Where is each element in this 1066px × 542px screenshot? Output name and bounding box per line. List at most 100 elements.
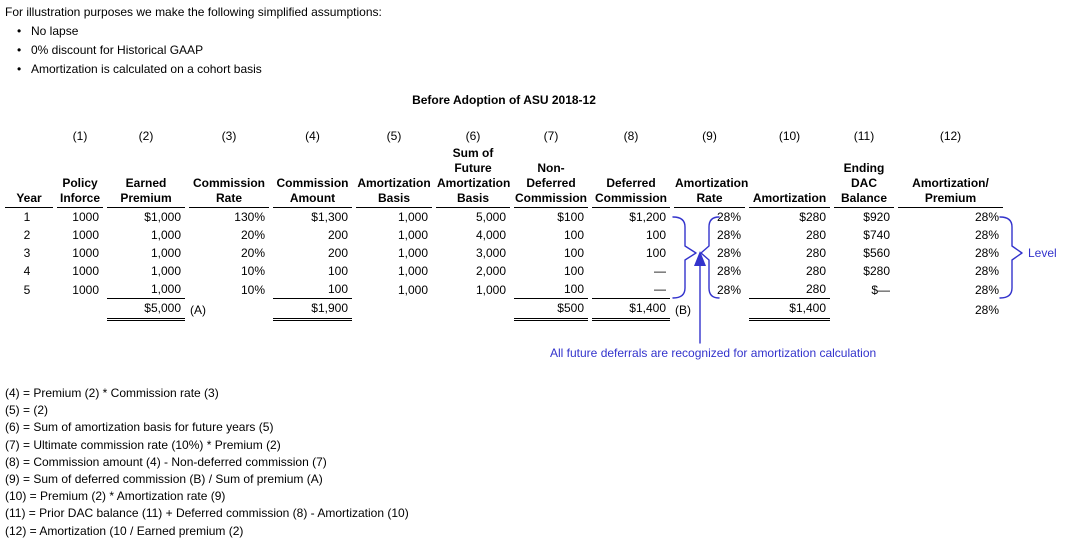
cell-value: 28% — [974, 210, 999, 224]
total-cell — [187, 299, 271, 321]
cell-value: 28% — [974, 246, 999, 260]
table-cell: 2,000 — [434, 262, 512, 280]
cell-value: 200 — [327, 228, 348, 242]
cell-value: 1,000 — [150, 264, 181, 278]
table-cell: $1,200 — [590, 208, 672, 226]
cell-value: 28% — [716, 282, 741, 297]
cell-value: $— — [871, 282, 890, 297]
table-cell: 100 — [271, 280, 354, 299]
bullet-text: 0% discount for Historical GAAP — [31, 43, 204, 57]
cell-value: 1,000 — [475, 282, 506, 297]
table-cell: 280 — [747, 280, 832, 299]
amortization-table: (1) (2) (3) (4) (5) (6) (7) (8) (9) (10) (11) (12) … — [3, 126, 1005, 321]
column-header: Amortization/ Premium — [896, 146, 1005, 208]
column-number: (12) — [939, 129, 962, 143]
bullet-icon: • — [17, 24, 22, 38]
table-cell: 100 — [590, 226, 672, 244]
total-cell — [434, 299, 512, 321]
cell-value: 5,000 — [475, 210, 506, 224]
column-header-text: Commission Amount — [273, 176, 352, 208]
bullet-icon: • — [17, 62, 22, 76]
table-cell: 280 — [747, 262, 832, 280]
total-value: $1,400 — [749, 299, 830, 321]
table-cell: 4,000 — [434, 226, 512, 244]
cell-value: $100 — [557, 210, 584, 224]
footnote-line: (7) = Ultimate commission rate (10%) * P… — [5, 437, 281, 452]
cell-value: 100 — [563, 246, 584, 260]
cell-value: 2,000 — [475, 264, 506, 278]
column-number: (8) — [623, 129, 639, 143]
cell-value: 20% — [240, 228, 265, 242]
cell-value: $1,000 — [144, 210, 181, 224]
column-number-row: (1) (2) (3) (4) (5) (6) (7) (8) (9) (10) (11) (12) — [3, 126, 1005, 146]
column-header-text: Commission Rate — [189, 176, 269, 208]
table-cell: 1,000 — [105, 280, 187, 299]
cell-value: 100 — [514, 280, 588, 299]
table-cell: $— — [832, 280, 896, 299]
table-title: Before Adoption of ASU 2018-12 — [412, 93, 596, 107]
cell-value: 4 — [23, 264, 31, 278]
table-cell: 1000 — [55, 226, 105, 244]
total-value: $500 — [514, 299, 588, 321]
total-cell — [832, 299, 896, 321]
column-number: (11) — [853, 129, 875, 143]
total-cell — [3, 299, 55, 321]
table-cell: 1,000 — [434, 280, 512, 299]
cell-value: 280 — [805, 246, 826, 260]
column-number: (2) — [138, 129, 154, 143]
table-row: 3 1000 1,000 20% 200 1,000 3,000 100 100 28% 280 $5… — [3, 244, 1005, 262]
cell-value: 1,000 — [107, 280, 185, 299]
table-row: 4 1000 1,000 10% 100 1,000 2,000 100 — 28% 280 $280… — [3, 262, 1005, 280]
footnote-line: (9) = Sum of deferred commission (B) / S… — [5, 472, 323, 487]
cell-value: $1,200 — [629, 210, 666, 224]
cell-value: 28% — [974, 228, 999, 242]
table-cell: 28% — [896, 262, 1005, 280]
column-number: (5) — [386, 129, 402, 143]
table-cell: 100 — [512, 244, 590, 262]
column-header: Ending DAC Balance — [832, 146, 896, 208]
cell-value: 28% — [716, 264, 741, 278]
column-number: (3) — [221, 129, 237, 143]
cell-value: 3,000 — [475, 246, 506, 260]
column-header: Year — [3, 146, 55, 208]
cell-value: 100 — [563, 264, 584, 278]
table-cell: $280 — [832, 262, 896, 280]
cell-value: $280 — [799, 210, 826, 224]
table-cell: 10% — [187, 280, 271, 299]
total-cell — [55, 299, 105, 321]
table-cell: 28% — [672, 262, 747, 280]
column-number: (7) — [543, 129, 559, 143]
table-cell: 200 — [271, 244, 354, 262]
cell-value: 3 — [23, 246, 31, 260]
footnote-line: (11) = Prior DAC balance (11) + Deferred… — [5, 506, 409, 521]
table-cell: 28% — [896, 244, 1005, 262]
table-cell: 1 — [3, 208, 55, 226]
table-cell: 130% — [187, 208, 271, 226]
table-cell: 20% — [187, 244, 271, 262]
cell-value: 100 — [645, 246, 666, 260]
footnote-line: (10) = Premium (2) * Amortization rate (… — [5, 489, 226, 504]
cell-value: 1000 — [72, 282, 99, 297]
table-cell: 1000 — [55, 280, 105, 299]
column-number: (10) — [778, 129, 801, 143]
bullet-icon: • — [17, 43, 22, 57]
cell-value: $280 — [863, 264, 890, 278]
cell-value: 280 — [805, 264, 826, 278]
table-cell: — — [590, 262, 672, 280]
table-cell: 3,000 — [434, 244, 512, 262]
cell-value: 1,000 — [397, 264, 428, 278]
table-cell: 1000 — [55, 262, 105, 280]
table-cell: 5,000 — [434, 208, 512, 226]
footnote-line: (5) = (2) — [5, 403, 49, 418]
table-cell: 4 — [3, 262, 55, 280]
column-number — [3, 126, 55, 146]
column-header: Amortization — [747, 146, 832, 208]
column-number: (6) — [465, 129, 481, 143]
table-cell: 1000 — [55, 208, 105, 226]
cell-value: 1,000 — [397, 210, 428, 224]
table-cell: 1000 — [55, 244, 105, 262]
column-header: Commission Rate — [187, 146, 271, 208]
table-cell: $1,000 — [105, 208, 187, 226]
total-suffix: (B) — [675, 303, 691, 317]
